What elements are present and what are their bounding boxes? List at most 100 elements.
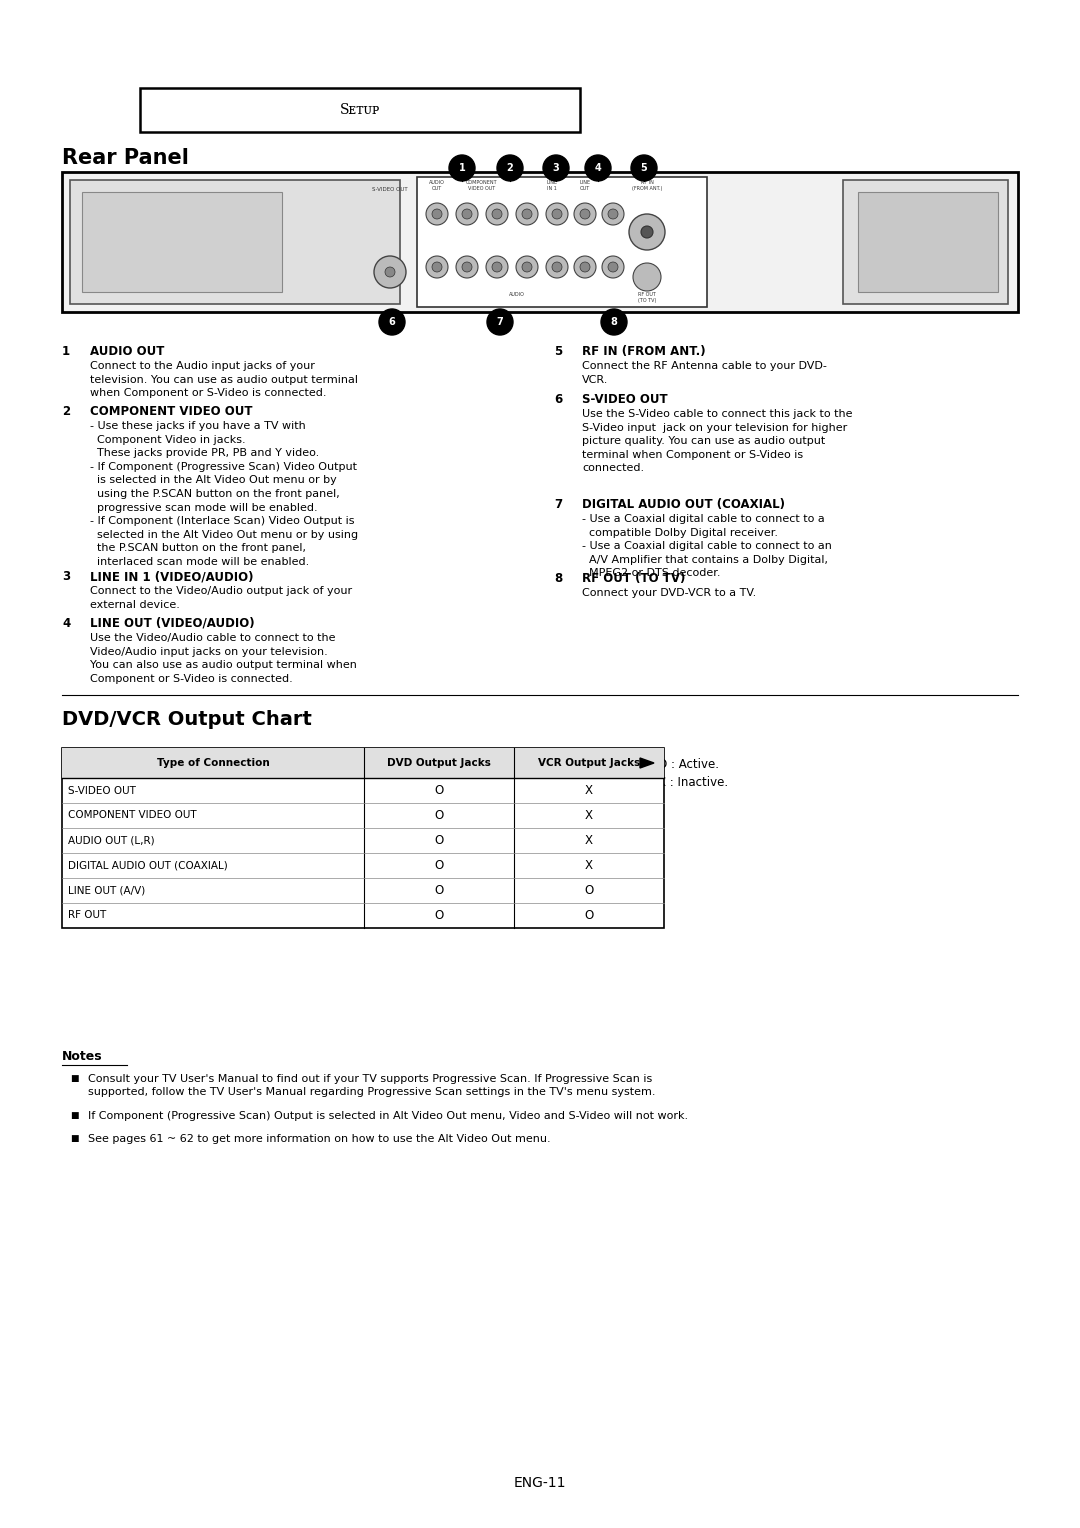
Text: 2: 2: [507, 163, 513, 173]
Text: O: O: [434, 834, 444, 847]
Text: O: O: [584, 885, 594, 897]
Text: 7: 7: [497, 316, 503, 327]
Circle shape: [497, 154, 523, 180]
Text: COMPONENT VIDEO OUT: COMPONENT VIDEO OUT: [68, 810, 197, 821]
Text: LINE
IN 1: LINE IN 1: [546, 180, 557, 191]
Text: Connect to the Audio input jacks of your
television. You can use as audio output: Connect to the Audio input jacks of your…: [90, 361, 357, 399]
Circle shape: [546, 257, 568, 278]
Text: 8: 8: [610, 316, 618, 327]
Circle shape: [642, 226, 653, 238]
Circle shape: [608, 209, 618, 219]
Text: RF IN (FROM ANT.): RF IN (FROM ANT.): [582, 345, 705, 358]
Text: LINE
OUT: LINE OUT: [580, 180, 591, 191]
Circle shape: [600, 309, 627, 335]
Text: 3: 3: [62, 570, 70, 584]
Circle shape: [492, 209, 502, 219]
Text: See pages 61 ~ 62 to get more information on how to use the Alt Video Out menu.: See pages 61 ~ 62 to get more informatio…: [87, 1134, 551, 1144]
Text: X : Inactive.: X : Inactive.: [658, 776, 728, 788]
Circle shape: [492, 261, 502, 272]
Text: O : Active.: O : Active.: [658, 758, 719, 772]
Text: AUDIO
OUT: AUDIO OUT: [429, 180, 445, 191]
Text: RF OUT (TO TV): RF OUT (TO TV): [582, 571, 686, 585]
Circle shape: [631, 154, 657, 180]
Text: DVD Output Jacks: DVD Output Jacks: [387, 758, 491, 769]
Circle shape: [573, 257, 596, 278]
Text: LINE OUT (A/V): LINE OUT (A/V): [68, 886, 145, 895]
Text: Use the Video/Audio cable to connect to the
Video/Audio input jacks on your tele: Use the Video/Audio cable to connect to …: [90, 633, 356, 685]
Circle shape: [580, 209, 590, 219]
Text: DIGITAL AUDIO OUT (COAXIAL): DIGITAL AUDIO OUT (COAXIAL): [68, 860, 228, 871]
Circle shape: [602, 203, 624, 225]
Text: AUDIO OUT: AUDIO OUT: [90, 345, 164, 358]
Text: O: O: [434, 808, 444, 822]
Circle shape: [432, 261, 442, 272]
Circle shape: [426, 203, 448, 225]
Text: Notes: Notes: [62, 1050, 103, 1063]
Bar: [62, 173, 1018, 312]
Bar: [858, 193, 998, 292]
Circle shape: [522, 209, 532, 219]
Text: Type of Connection: Type of Connection: [157, 758, 269, 769]
Circle shape: [486, 257, 508, 278]
Circle shape: [629, 214, 665, 251]
Text: Use the S-Video cable to connect this jack to the
S-Video input  jack on your te: Use the S-Video cable to connect this ja…: [582, 410, 852, 474]
Text: 6: 6: [389, 316, 395, 327]
Text: S-VIDEO OUT: S-VIDEO OUT: [582, 393, 667, 406]
Text: If Component (Progressive Scan) Output is selected in Alt Video Out menu, Video : If Component (Progressive Scan) Output i…: [87, 1111, 688, 1122]
Circle shape: [456, 257, 478, 278]
Text: LINE IN 1 (VIDEO/AUDIO): LINE IN 1 (VIDEO/AUDIO): [90, 570, 254, 584]
Text: X: X: [585, 859, 593, 872]
Text: O: O: [584, 909, 594, 921]
Polygon shape: [640, 758, 654, 769]
Circle shape: [585, 154, 611, 180]
Circle shape: [516, 203, 538, 225]
Bar: [62, 749, 664, 778]
Text: Sᴇᴛᴜᴘ: Sᴇᴛᴜᴘ: [340, 102, 380, 118]
Text: - Use a Coaxial digital cable to connect to a
  compatible Dolby Digital receive: - Use a Coaxial digital cable to connect…: [582, 513, 832, 579]
Text: Connect your DVD-VCR to a TV.: Connect your DVD-VCR to a TV.: [582, 588, 756, 597]
Text: COMPONENT
VIDEO OUT: COMPONENT VIDEO OUT: [467, 180, 498, 191]
Circle shape: [462, 261, 472, 272]
Text: LINE OUT (VIDEO/AUDIO): LINE OUT (VIDEO/AUDIO): [90, 617, 255, 630]
Circle shape: [426, 257, 448, 278]
Circle shape: [573, 203, 596, 225]
Text: 4: 4: [62, 617, 70, 630]
Circle shape: [552, 209, 562, 219]
Text: ■: ■: [70, 1111, 79, 1120]
Text: S-VIDEO OUT: S-VIDEO OUT: [68, 785, 136, 796]
Text: 1: 1: [62, 345, 70, 358]
Circle shape: [552, 261, 562, 272]
Circle shape: [580, 261, 590, 272]
Bar: [140, 89, 580, 131]
Circle shape: [608, 261, 618, 272]
Text: COMPONENT VIDEO OUT: COMPONENT VIDEO OUT: [90, 405, 253, 419]
Text: X: X: [585, 834, 593, 847]
Circle shape: [546, 203, 568, 225]
Text: DVD/VCR Output Chart: DVD/VCR Output Chart: [62, 711, 312, 729]
Text: - Use these jacks if you have a TV with
  Component Video in jacks.
  These jack: - Use these jacks if you have a TV with …: [90, 422, 359, 567]
Text: ■: ■: [70, 1074, 79, 1083]
Text: AUDIO OUT (L,R): AUDIO OUT (L,R): [68, 836, 154, 845]
Text: O: O: [434, 909, 444, 921]
Circle shape: [522, 261, 532, 272]
Bar: [82, 193, 282, 292]
Circle shape: [462, 209, 472, 219]
Circle shape: [432, 209, 442, 219]
Text: O: O: [434, 859, 444, 872]
Text: X: X: [585, 784, 593, 798]
Text: X: X: [585, 808, 593, 822]
Circle shape: [602, 257, 624, 278]
Text: RF IN
(FROM ANT.): RF IN (FROM ANT.): [632, 180, 662, 191]
Circle shape: [633, 263, 661, 290]
Bar: [417, 177, 707, 307]
Text: Connect to the Video/Audio output jack of your
external device.: Connect to the Video/Audio output jack o…: [90, 587, 352, 610]
Text: RF OUT: RF OUT: [68, 911, 106, 920]
Circle shape: [487, 309, 513, 335]
Text: DIGITAL AUDIO OUT (COAXIAL): DIGITAL AUDIO OUT (COAXIAL): [582, 498, 785, 510]
Text: ■: ■: [70, 1134, 79, 1143]
Text: 8: 8: [554, 571, 563, 585]
Text: 4: 4: [595, 163, 602, 173]
Circle shape: [456, 203, 478, 225]
Circle shape: [516, 257, 538, 278]
Bar: [843, 180, 1008, 304]
